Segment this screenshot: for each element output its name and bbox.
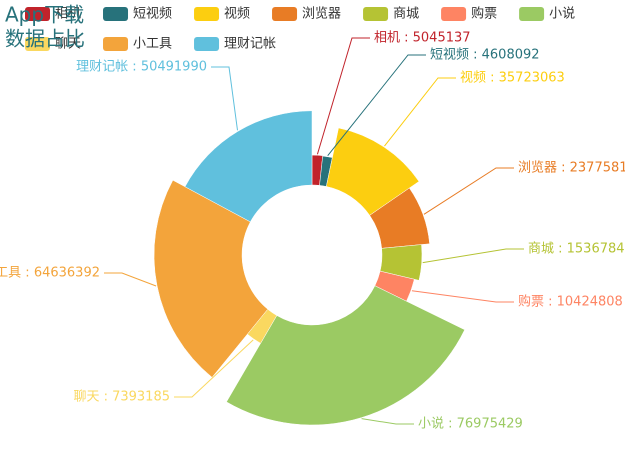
label-line [211,66,239,131]
legend-label: 聊天 [55,37,81,52]
data-label: 浏览器 : 23775813 [518,160,625,176]
legend-item[interactable]: 相机 [25,7,81,22]
data-label: 相机 : 5045137 [374,31,471,46]
legend-swatch [194,37,220,51]
label-line [384,77,456,147]
data-label: 理财记帐 : 50491990 [76,60,207,75]
data-label: 购票 : 10424808 [518,294,623,310]
legend-swatch [103,7,129,21]
legend-item[interactable]: 商城 [363,7,419,22]
legend-label: 相机 [55,7,81,22]
legend-item[interactable]: 理财记帐 [194,37,276,52]
slices [153,110,466,426]
data-label: 商城 : 15367846 [528,242,625,257]
label-line [423,167,514,215]
legend-item[interactable]: 短视频 [103,7,172,22]
legend-swatch [441,7,467,21]
data-label: 视频 : 35723063 [460,71,565,86]
data-label: 聊天 : 7393185 [73,390,170,405]
chart-title: 数据占比 [5,27,85,51]
legend-label: 理财记帐 [224,37,276,52]
label-line [361,418,414,425]
legend-swatch [25,37,50,51]
legend-item[interactable]: 购票 [441,6,497,22]
legend-item[interactable]: 聊天 [25,37,81,52]
label-line [422,248,524,264]
legend-label: 小说 [549,7,575,22]
legend-item[interactable]: 小工具 [103,37,172,52]
legend-label: 购票 [471,6,497,22]
legend-swatch [363,7,389,21]
legend-swatch [194,7,220,21]
chart-title: App下载 [5,3,84,27]
label-line [411,290,514,303]
legend-item[interactable]: 小说 [519,7,575,22]
label-line [327,54,426,157]
rose-slice[interactable] [153,179,269,378]
legend-swatch [103,37,129,51]
legend-swatch [25,7,50,21]
rose-slice[interactable] [184,110,313,223]
rose-slice[interactable] [226,285,466,426]
legend-label: 浏览器 [302,6,341,22]
data-label: 短视频 : 4608092 [430,48,540,63]
legend-label: 商城 [393,7,419,22]
label-line [316,37,370,155]
rose-slice[interactable] [326,127,420,216]
label-line [174,339,254,398]
legend-item[interactable]: 视频 [194,7,250,22]
data-label: 小说 : 76975429 [418,417,523,432]
data-label: 小工具 : 64636392 [0,266,100,281]
label-line [104,272,157,287]
legend-label: 短视频 [133,7,172,22]
legend-swatch [519,7,545,21]
legend-label: 视频 [224,7,250,22]
legend-item[interactable]: 浏览器 [272,6,341,22]
legend-label: 小工具 [133,37,172,52]
legend-swatch [272,7,298,21]
labels: 相机 : 5045137 短视频 : 4608092 视频 : 35723063 浏览… [0,31,625,432]
